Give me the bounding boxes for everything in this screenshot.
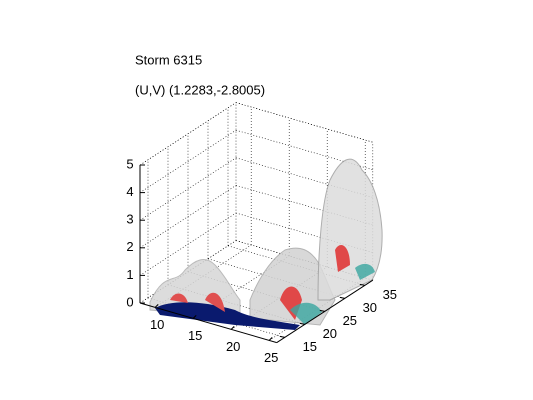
x-axis: [139, 302, 277, 344]
y-tick-label: 20: [323, 326, 337, 341]
z-tick-label: 1: [126, 267, 133, 282]
chart-subtitle: (U,V) (1.2283,-2.8005): [135, 82, 265, 97]
x-tick: [230, 326, 235, 330]
y-axis: [276, 279, 374, 344]
grid-line: [193, 255, 290, 319]
axes-layer: 0 1 2 3 4 5 10 15 20 25 15 20 25 30 35: [126, 156, 397, 364]
x-tick-label: 10: [150, 317, 164, 332]
x-tick-label: 20: [226, 339, 240, 354]
y-tick-label: 25: [343, 313, 357, 328]
chart-title: Storm 6315: [135, 52, 202, 67]
grid-line: [139, 129, 237, 193]
y-tick-label: 15: [303, 339, 317, 354]
grid-line: [139, 157, 237, 221]
grid-line: [139, 102, 237, 166]
z-tick-label: 3: [126, 212, 133, 227]
y-tick-label: 30: [363, 300, 377, 315]
z-tick-label: 5: [126, 156, 133, 171]
x-tick-label: 25: [264, 350, 278, 365]
x-tick: [268, 337, 273, 341]
grid-line: [139, 185, 237, 249]
x-tick: [154, 304, 159, 308]
y-tick: [299, 322, 305, 325]
storm-surface: [149, 158, 383, 330]
y-tick: [319, 309, 325, 312]
y-tick: [339, 296, 345, 299]
x-tick: [192, 315, 197, 319]
y-tick: [279, 335, 285, 338]
z-tick-label: 2: [126, 239, 133, 254]
z-tick-label: 4: [126, 184, 133, 199]
y-tick: [359, 283, 365, 286]
y-tick-label: 35: [383, 287, 397, 302]
z-tick-label: 0: [126, 294, 133, 309]
x-tick-label: 15: [188, 328, 202, 343]
